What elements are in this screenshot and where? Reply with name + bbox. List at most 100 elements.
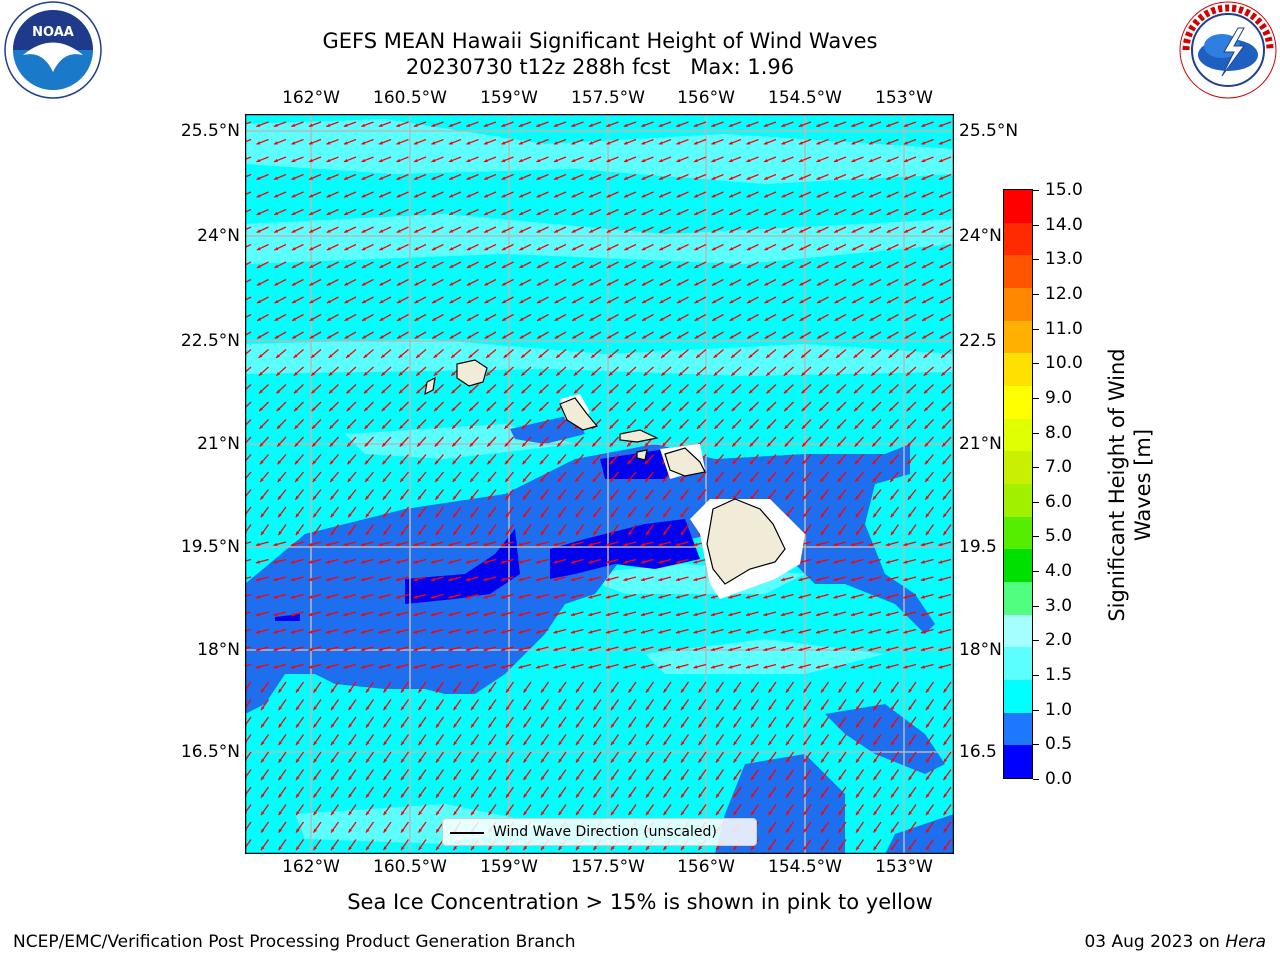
wave-direction-arrowhead [364,389,368,394]
wave-direction-arrowhead [308,542,313,547]
lon-label-bottom: 156°W [677,857,735,877]
wave-direction-arrowhead [645,495,649,500]
wave-direction-arrowhead [939,335,944,339]
wave-direction-arrowhead [453,513,457,518]
wave-direction-arrowhead [430,647,435,652]
wave-direction-arrowhead [746,141,751,145]
wave-direction-arrowhead [888,372,893,376]
wave-direction-arrowhead [763,612,768,617]
wave-direction-arrowhead [854,389,858,394]
wave-direction-arrowhead [519,335,524,339]
lat-label-left: 21°N [197,434,240,454]
wave-direction-arrowhead [833,612,838,617]
wave-direction-arrowhead [872,425,876,429]
wave-direction-arrowhead [486,354,490,358]
wave-direction-arrowhead [292,317,297,321]
wave-direction-arrowhead [920,647,925,652]
wave-direction-arrowhead [470,495,474,500]
wave-direction-arrowhead [820,531,825,536]
footer-date-text: 03 Aug 2023 on [1084,932,1226,952]
wave-direction-arrowhead [785,495,789,500]
wave-direction-arrowhead [834,194,839,198]
wave-direction-arrowhead [732,425,736,429]
wave-direction-arrowhead [469,460,474,465]
wave-direction-arrowhead [418,688,422,693]
wave-direction-arrowhead [606,264,611,268]
wave-direction-arrowhead [413,630,418,634]
wave-direction-arrowhead [470,513,475,518]
wave-direction-arrowhead [331,793,335,798]
wave-direction-arrowhead [348,688,352,693]
wave-direction-arrowhead [465,560,470,564]
colorbar-tick-label: 12.0 [1045,283,1083,304]
wave-direction-arrowhead [574,460,579,465]
wave-direction-arrowhead [693,141,698,145]
wave-direction-arrowhead [907,478,912,482]
wave-direction-arrowhead [431,247,436,251]
wave-direction-arrowhead [903,612,908,617]
wave-direction-arrowhead [939,229,944,233]
colorbar-tick-label: 11.0 [1045,318,1083,339]
wave-direction-arrowhead [591,372,596,376]
colorbar-segment [1004,744,1032,778]
wave-direction-arrowhead [676,123,681,127]
lat-label-left: 24°N [197,226,240,246]
wave-direction-arrowhead [484,176,488,180]
wave-direction-arrowhead [662,495,667,500]
wave-direction-arrowhead [593,758,597,763]
lat-label-right: 16.5 [959,742,997,762]
wave-direction-arrowhead [764,176,768,180]
wave-direction-arrow [245,489,252,499]
wave-direction-arrowhead [663,531,667,536]
wave-direction-arrowhead [484,264,489,268]
wave-direction-arrowhead [646,706,650,711]
wave-direction-arrowhead [255,647,260,652]
wave-direction-arrowhead [313,688,317,693]
wave-direction-arrowhead [817,299,821,304]
wave-direction-arrowhead [711,264,716,268]
colorbar-tick-label: 3.0 [1045,595,1073,616]
wave-direction-arrowhead [834,282,839,286]
wave-direction-arrowhead [487,460,492,465]
wave-direction-arrowhead [661,372,666,376]
wave-direction-arrowhead [833,647,838,652]
wave-direction-arrowhead [395,595,400,599]
wave-direction-arrowhead [728,595,733,599]
wave-direction-arrowhead [401,706,405,711]
wave-direction-arrowhead [521,389,526,394]
wave-direction-arrowhead [786,846,790,851]
wave-direction-arrowhead [926,688,930,693]
wave-direction-arrowhead [541,758,545,763]
wave-direction-arrowhead [694,247,699,251]
wave-direction-arrowhead [500,577,505,582]
wave-direction-arrowhead [873,531,877,536]
legend-label: Wind Wave Direction (unscaled) [493,824,717,840]
wave-direction-arrowhead [554,176,558,180]
wave-direction-arrowhead [873,706,877,711]
wave-direction-arrowhead [694,176,698,180]
wave-direction-arrowhead [325,665,330,669]
wave-direction-arrowhead [729,317,734,321]
wave-direction-arrowhead [833,577,838,582]
wave-direction-arrowhead [799,335,804,339]
wave-direction-arrowhead [903,647,908,652]
wave-direction-arrowhead [401,811,405,816]
wave-direction-arrowhead [871,372,876,376]
wave-direction-arrowhead [576,758,580,763]
wave-direction-arrowhead [855,478,859,482]
wave-direction-arrowhead [383,846,387,851]
wave-direction-arrowhead [537,317,542,321]
wave-direction-arrowhead [716,846,720,851]
wave-direction-arrowhead [361,229,366,233]
wave-direction-arrowhead [646,846,650,851]
wave-direction-arrowhead [506,688,510,693]
wave-direction-arrowhead [714,460,719,465]
wave-direction-arrowhead [746,123,751,127]
wave-direction-arrowhead [471,811,475,816]
wave-direction-arrowhead [401,846,405,851]
wave-direction-arrowhead [833,560,838,564]
wave-direction-arrowhead [278,758,282,763]
wave-direction-arrowhead [395,665,400,669]
wave-direction-arrowhead [488,776,492,781]
wave-direction-arrowhead [430,595,435,599]
